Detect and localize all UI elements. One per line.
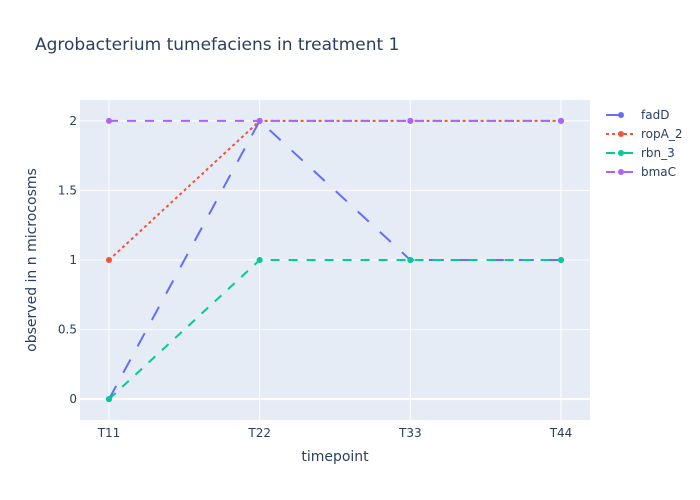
legend-label: fadD xyxy=(641,108,669,122)
x-axis-title: timepoint xyxy=(301,449,369,465)
x-tick-labels: T11 T22 T33 T44 xyxy=(97,426,573,440)
data-point-rbn_3[interactable] xyxy=(558,257,564,263)
y-tick-label: 1.5 xyxy=(58,183,77,197)
y-axis-title: observed in n microcosms xyxy=(24,168,40,352)
legend-label: ropA_2 xyxy=(641,127,682,141)
series-lines xyxy=(108,119,561,400)
legend-label: rbn_3 xyxy=(641,146,675,160)
data-point-ropA_2[interactable] xyxy=(106,257,112,263)
data-point-bmaC[interactable] xyxy=(407,117,414,124)
legend-swatch-marker xyxy=(618,131,624,137)
x-tick-label: T33 xyxy=(398,426,422,440)
chart-title: Agrobacterium tumefaciens in treatment 1 xyxy=(35,35,399,55)
series-line-ropA_2 xyxy=(108,119,561,261)
x-tick-label: T22 xyxy=(247,426,271,440)
y-tick-label: 2 xyxy=(69,114,77,128)
data-point-rbn_3[interactable] xyxy=(407,257,414,263)
x-tick-label: T44 xyxy=(549,426,573,440)
legend-swatch-marker xyxy=(618,112,624,118)
data-point-bmaC[interactable] xyxy=(256,117,263,124)
series-points xyxy=(106,117,564,403)
y-tick-label: 1 xyxy=(69,253,77,267)
legend-item-rbn_3[interactable]: rbn_3 xyxy=(606,146,675,160)
x-tick-label: T11 xyxy=(97,426,121,440)
legend-swatch-marker xyxy=(618,150,624,156)
legend-label: bmaC xyxy=(641,165,676,179)
legend-item-ropA_2[interactable]: ropA_2 xyxy=(606,127,682,141)
legend-item-bmaC[interactable]: bmaC xyxy=(606,165,676,179)
series-line-fadD xyxy=(108,119,561,400)
y-tick-labels: 0 0.5 1 1.5 2 xyxy=(58,114,77,406)
y-tick-label: 0.5 xyxy=(58,323,77,337)
legend-swatch-marker xyxy=(618,169,624,175)
y-tick-label: 0 xyxy=(69,392,77,406)
data-point-rbn_3[interactable] xyxy=(256,257,263,263)
legend[interactable]: fadD ropA_2 rbn_3 bmaC xyxy=(606,108,682,179)
data-point-rbn_3[interactable] xyxy=(106,396,112,403)
data-point-bmaC[interactable] xyxy=(106,117,112,124)
data-point-bmaC[interactable] xyxy=(558,117,564,124)
legend-item-fadD[interactable]: fadD xyxy=(606,108,669,122)
